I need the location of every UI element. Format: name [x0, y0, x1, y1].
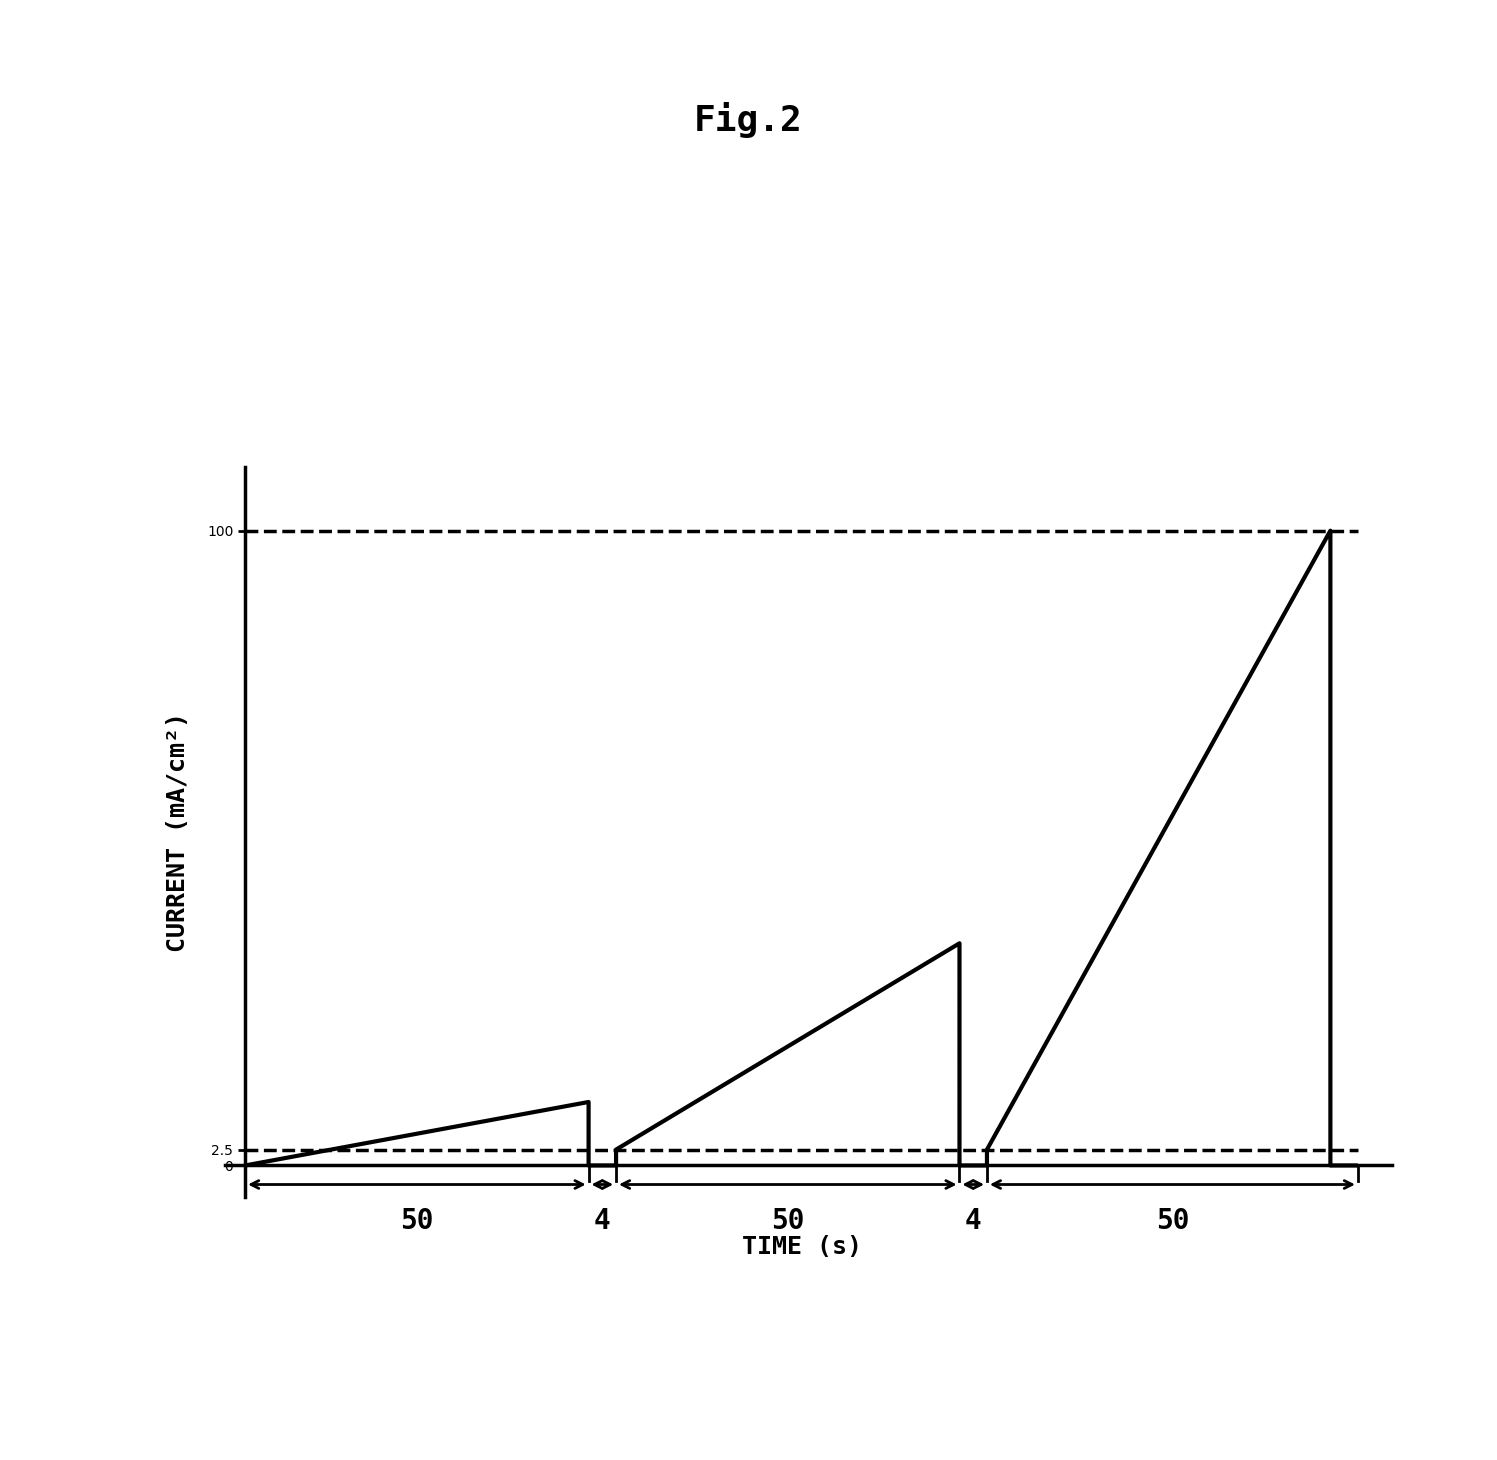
Text: Fig.2: Fig.2 — [695, 102, 802, 139]
Text: 4: 4 — [966, 1207, 982, 1235]
Text: 50: 50 — [771, 1207, 804, 1235]
Y-axis label: CURRENT (mA/cm²): CURRENT (mA/cm²) — [166, 712, 190, 952]
Text: 50: 50 — [400, 1207, 434, 1235]
Text: 50: 50 — [1156, 1207, 1189, 1235]
Text: 4: 4 — [594, 1207, 611, 1235]
Text: TIME (s): TIME (s) — [741, 1235, 861, 1260]
